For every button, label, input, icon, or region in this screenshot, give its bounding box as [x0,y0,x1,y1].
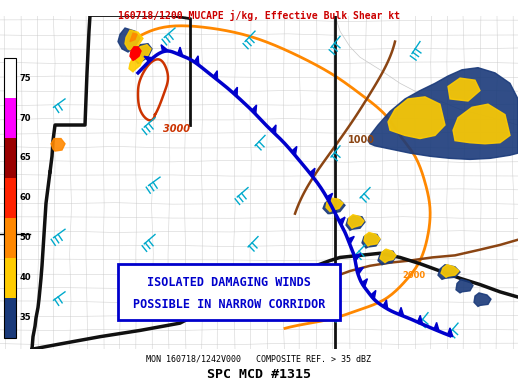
Polygon shape [161,45,168,52]
Polygon shape [368,68,518,159]
Polygon shape [474,293,491,307]
Text: 50: 50 [20,233,31,242]
Polygon shape [252,105,256,114]
Polygon shape [144,56,153,62]
Polygon shape [134,44,152,64]
Polygon shape [380,249,396,263]
Polygon shape [233,87,237,97]
Text: 1000: 1000 [348,135,375,145]
Text: SPC MCD #1315: SPC MCD #1315 [207,368,311,381]
Text: 75: 75 [20,74,31,83]
Polygon shape [378,250,396,265]
Polygon shape [453,104,510,144]
Polygon shape [194,56,199,65]
Text: 2000: 2000 [402,271,425,280]
Polygon shape [213,71,218,80]
Polygon shape [434,322,439,331]
Polygon shape [438,265,460,279]
Polygon shape [178,47,183,56]
Polygon shape [348,215,364,228]
Polygon shape [339,217,345,226]
Polygon shape [362,234,380,248]
Polygon shape [357,267,364,275]
Polygon shape [418,315,423,324]
Polygon shape [370,291,376,300]
Polygon shape [388,97,445,139]
Polygon shape [448,328,453,337]
Text: MON 160718/1242V000   COMPOSITE REF. > 35 dBZ: MON 160718/1242V000 COMPOSITE REF. > 35 … [147,354,371,364]
Polygon shape [125,30,143,50]
Text: 65: 65 [20,154,32,163]
Text: 160718/1200 MUCAPE j/kg, Effective Bulk Shear kt: 160718/1200 MUCAPE j/kg, Effective Bulk … [118,10,400,21]
Polygon shape [130,47,141,61]
Text: 70: 70 [20,114,31,123]
Polygon shape [348,236,354,244]
Polygon shape [383,300,387,309]
Polygon shape [364,232,380,246]
Polygon shape [326,198,343,211]
Polygon shape [441,265,459,277]
Polygon shape [130,33,137,42]
Polygon shape [129,55,143,72]
Polygon shape [118,28,140,52]
Polygon shape [398,307,404,316]
Polygon shape [292,146,297,156]
Polygon shape [271,125,276,134]
Polygon shape [448,78,480,101]
Polygon shape [456,279,473,293]
Polygon shape [326,193,333,202]
Text: 3000: 3000 [163,124,190,134]
Polygon shape [310,168,315,177]
Polygon shape [362,279,367,288]
Polygon shape [354,254,361,261]
Polygon shape [51,139,65,151]
Text: POSSIBLE IN NARROW CORRIDOR: POSSIBLE IN NARROW CORRIDOR [133,298,325,311]
Text: ISOLATED DAMAGING WINDS: ISOLATED DAMAGING WINDS [147,276,311,289]
Bar [118,264,340,320]
Polygon shape [136,45,151,62]
Polygon shape [346,216,365,230]
Text: 35: 35 [20,313,31,322]
Text: 60: 60 [20,193,31,203]
Polygon shape [323,199,345,214]
Text: 40: 40 [20,273,31,282]
